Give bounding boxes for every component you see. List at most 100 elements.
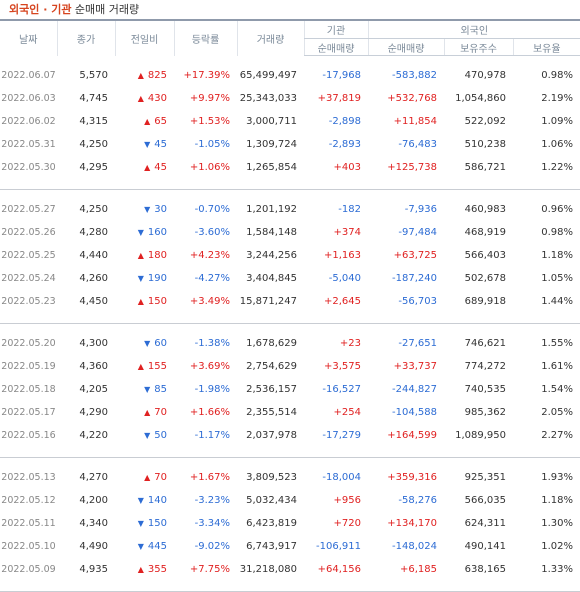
row-date: 2022.06.02 [1, 116, 56, 127]
trading-table: 날짜 종가 전일비 등락률 거래량 기관 외국인 순매매량 순매매량 보유주수 … [0, 19, 580, 592]
table-row: 2022.05.13 4,270 ▲ 70 +1.67% 3,809,523 -18,004… [0, 466, 580, 489]
down-triangle-icon: ▼ [144, 205, 151, 214]
row-prev-change: ▼ 140 [115, 489, 174, 512]
row-foreign-ratio: 0.98% [541, 227, 574, 238]
table-row: 2022.05.12 4,200 ▼ 140 -3.23% 5,032,434 +956 -5… [0, 489, 580, 512]
row-foreign-ratio: 1.05% [541, 273, 574, 284]
panel-title: 외국인 · 기관 순매매 거래량 [9, 2, 139, 18]
row-foreign-hold: 1,054,860 [455, 93, 506, 104]
change-value: 50 [154, 430, 167, 441]
down-triangle-icon: ▼ [137, 542, 144, 551]
row-date: 2022.05.17 [1, 407, 56, 418]
table-row: 2022.06.02 4,315 ▲ 65 +1.53% 3,000,711 -2,898 +… [0, 110, 580, 133]
up-triangle-icon: ▲ [137, 362, 144, 371]
row-date: 2022.05.20 [1, 338, 56, 349]
row-prev-change: ▼ 445 [115, 535, 174, 558]
up-triangle-icon: ▲ [144, 163, 151, 172]
row-foreign-hold: 774,272 [464, 361, 506, 372]
row-close: 4,440 [79, 250, 108, 261]
table-row: 2022.05.30 4,295 ▲ 45 +1.06% 1,265,854 +403 +12… [0, 156, 580, 179]
change-value: 30 [154, 204, 167, 215]
row-volume: 25,343,033 [239, 93, 297, 104]
row-foreign-hold: 502,678 [464, 273, 506, 284]
row-prev-change: ▼ 60 [115, 332, 174, 355]
down-triangle-icon: ▼ [137, 274, 144, 283]
row-rate: +1.67% [189, 472, 230, 483]
header-foreign-ratio: 보유율 [512, 38, 580, 56]
change-value: 430 [147, 93, 167, 104]
down-triangle-icon: ▼ [144, 385, 151, 394]
row-date: 2022.05.24 [1, 273, 56, 284]
up-triangle-icon: ▲ [137, 71, 144, 80]
change-value: 190 [147, 273, 167, 284]
header-inst-net: 순매매량 [303, 38, 368, 56]
row-foreign-ratio: 1.06% [541, 139, 574, 150]
row-date: 2022.05.12 [1, 495, 56, 506]
header-date: 날짜 [0, 19, 57, 56]
row-foreign-ratio: 1.30% [541, 518, 574, 529]
title-net-volume: 순매매 거래량 [71, 3, 140, 16]
row-foreign-hold: 490,141 [464, 541, 506, 552]
header-volume: 거래량 [236, 19, 304, 56]
row-prev-change: ▼ 30 [115, 198, 174, 221]
row-prev-change: ▼ 45 [115, 133, 174, 156]
down-triangle-icon: ▼ [144, 339, 151, 348]
row-volume: 6,743,917 [246, 541, 297, 552]
row-foreign-hold: 985,362 [464, 407, 506, 418]
change-value: 150 [147, 296, 167, 307]
row-date: 2022.06.03 [1, 93, 56, 104]
row-rate: -4.27% [194, 273, 230, 284]
up-triangle-icon: ▲ [137, 297, 144, 306]
table-row: 2022.05.20 4,300 ▼ 60 -1.38% 1,678,629 +23 -27,… [0, 332, 580, 355]
row-volume: 3,244,256 [246, 250, 297, 261]
row-date: 2022.05.19 [1, 361, 56, 372]
row-foreign-ratio: 1.18% [541, 250, 574, 261]
change-value: 45 [154, 162, 167, 173]
row-close: 4,250 [79, 204, 108, 215]
row-foreign-net: -27,651 [398, 338, 437, 349]
group-divider [0, 447, 580, 458]
row-rate: +1.06% [189, 162, 230, 173]
row-volume: 1,201,192 [246, 204, 297, 215]
row-foreign-hold: 510,238 [464, 139, 506, 150]
change-value: 60 [154, 338, 167, 349]
row-inst-net: +37,819 [317, 93, 361, 104]
row-prev-change: ▲ 150 [115, 290, 174, 313]
row-foreign-hold: 740,535 [464, 384, 506, 395]
table-row: 2022.06.03 4,745 ▲ 430 +9.97% 25,343,033 +37,8… [0, 87, 580, 110]
row-close: 4,490 [79, 541, 108, 552]
row-foreign-ratio: 1.33% [541, 564, 574, 575]
row-rate: +1.53% [189, 116, 230, 127]
row-rate: -3.34% [194, 518, 230, 529]
row-prev-change: ▲ 70 [115, 401, 174, 424]
row-close: 4,315 [79, 116, 108, 127]
header-institution: 기관 [303, 19, 368, 39]
row-prev-change: ▲ 825 [115, 64, 174, 87]
row-foreign-net: +33,737 [393, 361, 437, 372]
table-row: 2022.06.07 5,570 ▲ 825 +17.39% 65,499,497 -17,… [0, 64, 580, 87]
row-close: 4,935 [79, 564, 108, 575]
row-close: 4,300 [79, 338, 108, 349]
row-volume: 65,499,497 [239, 70, 297, 81]
row-prev-change: ▼ 160 [115, 221, 174, 244]
row-prev-change: ▲ 70 [115, 466, 174, 489]
table-row: 2022.05.10 4,490 ▼ 445 -9.02% 6,743,917 -106,9… [0, 535, 580, 558]
group-spacer [0, 324, 580, 333]
header-rate: 등락률 [173, 19, 237, 56]
row-foreign-hold: 638,165 [464, 564, 506, 575]
row-close: 4,280 [79, 227, 108, 238]
row-inst-net: +720 [333, 518, 361, 529]
row-prev-change: ▼ 85 [115, 378, 174, 401]
row-prev-change: ▼ 190 [115, 267, 174, 290]
row-rate: -3.60% [194, 227, 230, 238]
row-volume: 3,809,523 [246, 472, 297, 483]
up-triangle-icon: ▲ [137, 94, 144, 103]
down-triangle-icon: ▼ [144, 431, 151, 440]
row-volume: 2,754,629 [246, 361, 297, 372]
table-row: 2022.05.25 4,440 ▲ 180 +4.23% 3,244,256 +1,163… [0, 244, 580, 267]
row-foreign-net: -7,936 [404, 204, 437, 215]
up-triangle-icon: ▲ [137, 565, 144, 574]
row-date: 2022.05.31 [1, 139, 56, 150]
header-foreign-net: 순매매량 [367, 38, 444, 56]
row-foreign-ratio: 1.22% [541, 162, 574, 173]
